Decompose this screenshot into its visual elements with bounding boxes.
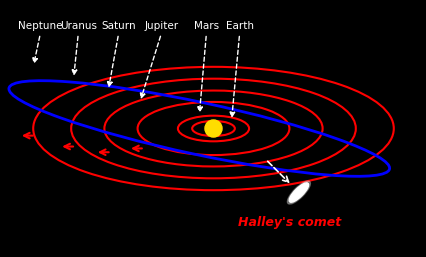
Circle shape — [204, 120, 222, 137]
Text: Jupiter: Jupiter — [144, 21, 178, 31]
Ellipse shape — [288, 183, 308, 202]
Text: Uranus: Uranus — [60, 21, 97, 31]
Text: Mars: Mars — [193, 21, 219, 31]
Text: Halley's comet: Halley's comet — [237, 216, 340, 229]
Ellipse shape — [287, 181, 310, 204]
Text: Saturn: Saturn — [101, 21, 135, 31]
Text: Neptune: Neptune — [18, 21, 63, 31]
Text: Earth: Earth — [225, 21, 253, 31]
